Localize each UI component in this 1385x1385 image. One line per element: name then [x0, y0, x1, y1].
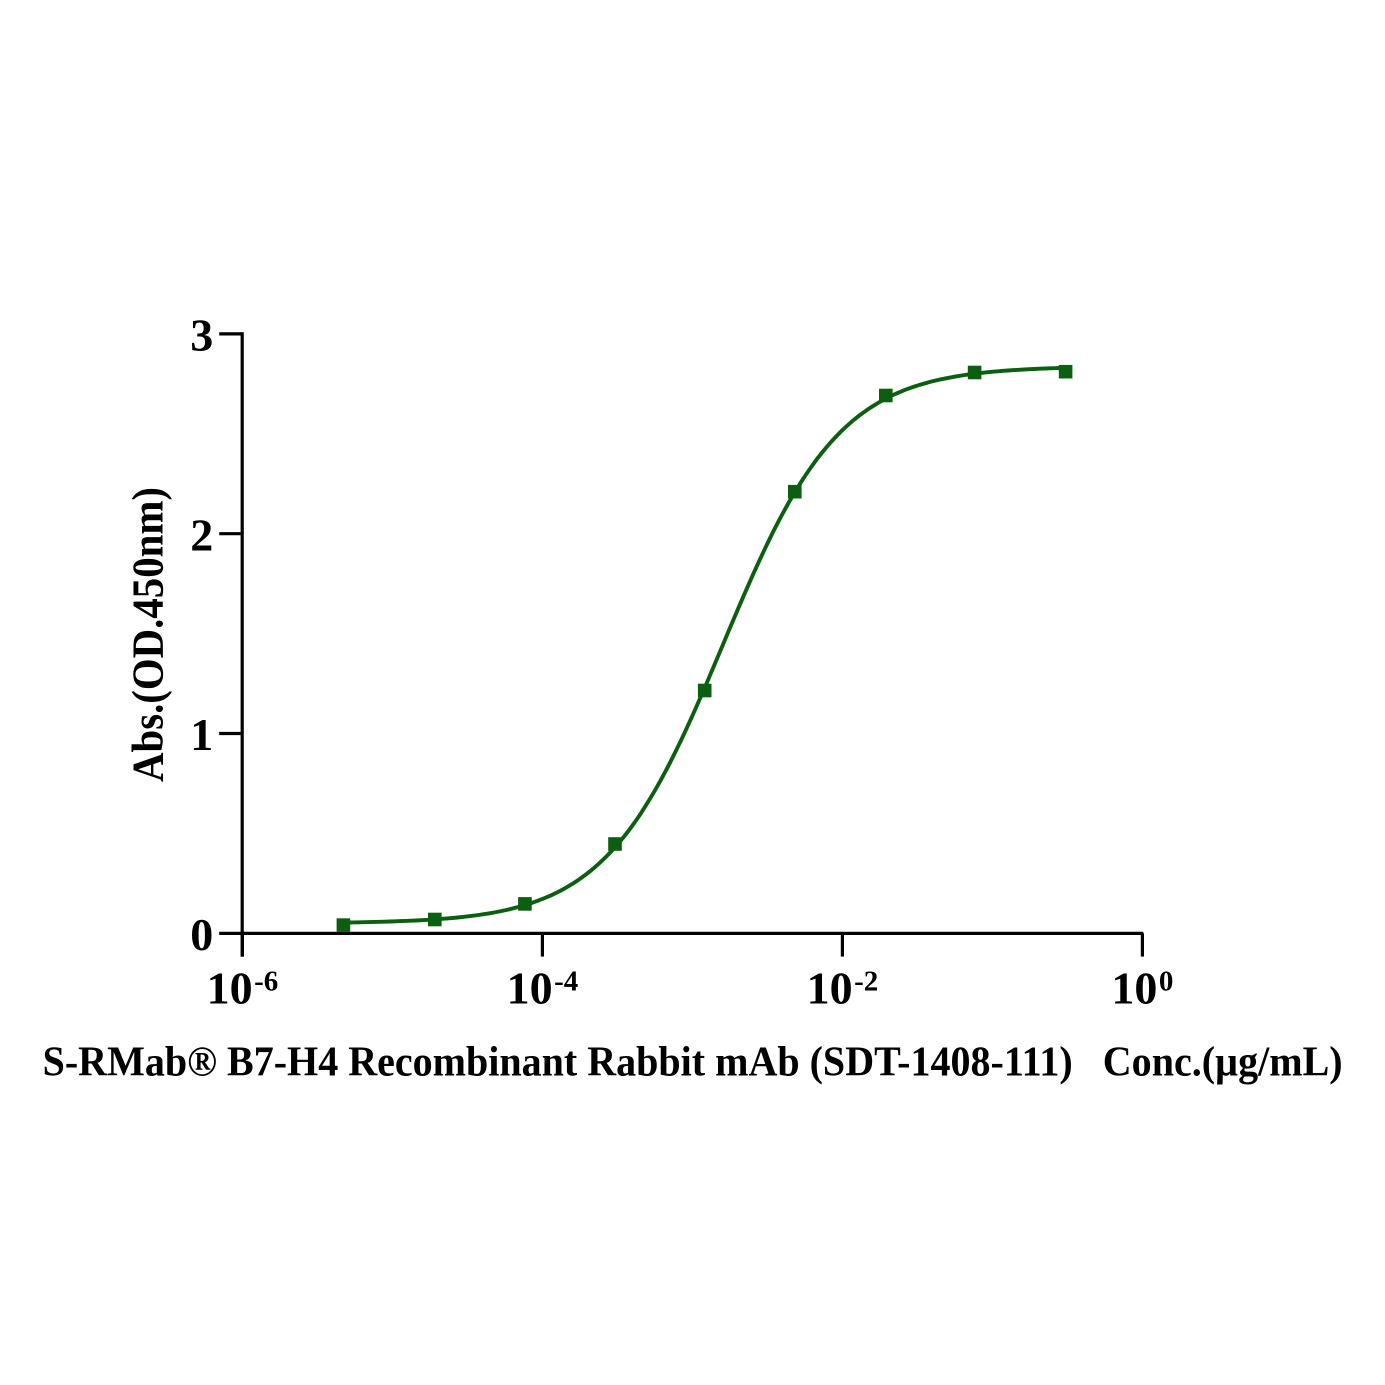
svg-text:1: 1	[190, 709, 213, 760]
svg-text:Abs.(OD.450nm): Abs.(OD.450nm)	[124, 487, 173, 782]
svg-text:100: 100	[1111, 963, 1173, 1014]
svg-text:3: 3	[190, 310, 213, 361]
svg-text:2: 2	[190, 509, 213, 560]
svg-text:S-RMab® B7-H4 Recombinant Rabb: S-RMab® B7-H4 Recombinant Rabbit mAb (SD…	[43, 1038, 1343, 1085]
svg-text:0: 0	[190, 909, 213, 960]
